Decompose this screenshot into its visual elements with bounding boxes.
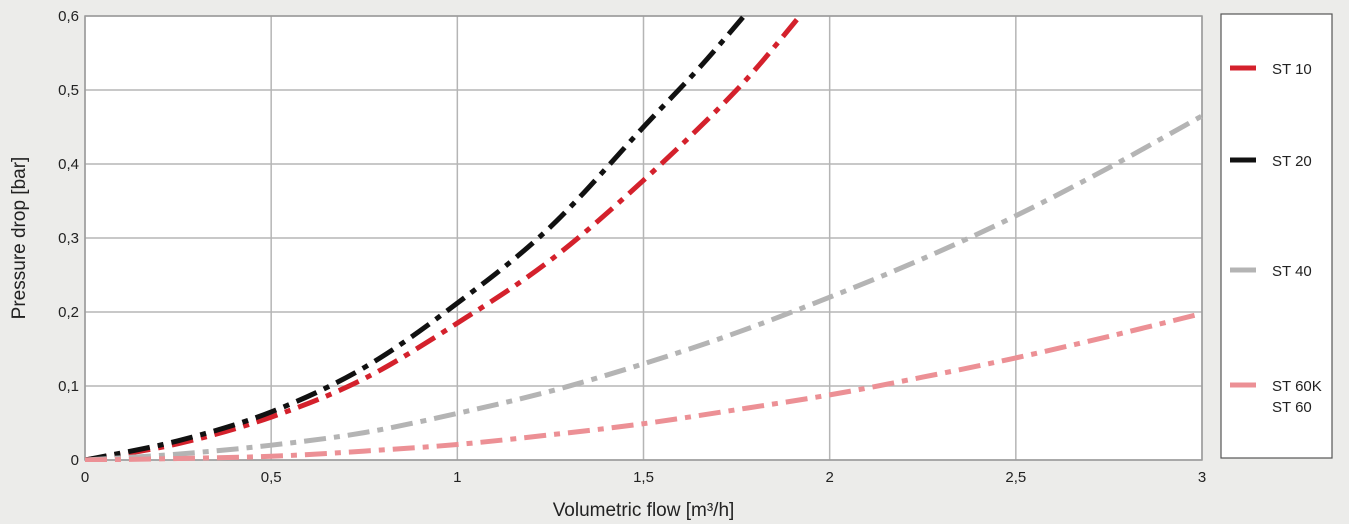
series-lines: [85, 14, 1204, 462]
legend-label: ST 60K: [1272, 378, 1322, 395]
x-tick-label: 0,5: [261, 469, 282, 486]
y-tick-label: 0,2: [58, 304, 79, 321]
x-tick-label: 2: [825, 469, 833, 486]
legend-label: ST 40: [1272, 263, 1312, 280]
y-tick-label: 0,3: [58, 230, 79, 247]
plot-border: [84, 15, 1203, 461]
x-tick-label: 1,5: [633, 469, 654, 486]
series-line-st-10: [85, 14, 802, 462]
x-tick-label: 3: [1198, 469, 1206, 486]
y-tick-label: 0: [71, 452, 79, 469]
plot-area: [84, 15, 1203, 461]
x-axis-title: Volumetric flow [m³/h]: [553, 500, 735, 521]
axes: 0 0,5 1 1,5 2 2,5 3 0 0,1 0,2 0,3 0,4 0,5 0,6 Volumetr…: [9, 8, 1206, 521]
x-tick-label: 2,5: [1005, 469, 1026, 486]
x-tick-label: 0: [81, 469, 89, 486]
y-axis-title: Pressure drop [bar]: [9, 157, 30, 320]
legend: ST 10 ST 20 ST 40 ST 60K ST 60: [1220, 13, 1333, 459]
y-tick-label: 0,5: [58, 82, 79, 99]
series-line-st-20: [85, 14, 746, 462]
y-tick-label: 0,4: [58, 156, 79, 173]
series-line-st-40: [85, 113, 1204, 462]
legend-label: ST 10: [1272, 61, 1312, 78]
legend-label: ST 60: [1272, 399, 1312, 416]
series-line-st-60k: [85, 311, 1203, 462]
y-tick-label: 0,6: [58, 8, 79, 25]
y-tick-label: 0,1: [58, 378, 79, 395]
x-tick-label: 1: [453, 469, 461, 486]
legend-label: ST 20: [1272, 153, 1312, 170]
